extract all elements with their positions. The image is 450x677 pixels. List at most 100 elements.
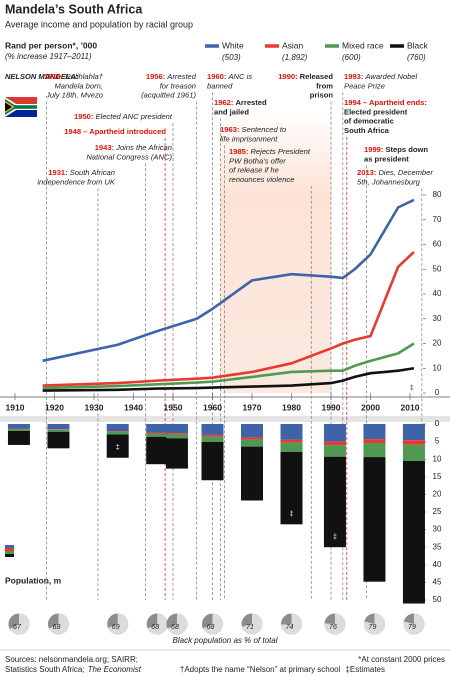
y-tick-label: 45 bbox=[433, 578, 442, 587]
event-text: Peace Prize bbox=[344, 81, 385, 90]
bar-segment bbox=[201, 424, 224, 435]
event-text: (acquitted 1961) bbox=[141, 91, 196, 100]
pie-slice bbox=[48, 613, 69, 635]
y-tick-label: 0 bbox=[435, 388, 440, 397]
event-year: 1931: bbox=[48, 168, 67, 177]
x-tick-label: 1940 bbox=[124, 402, 143, 412]
estimate-marker: ‡ bbox=[333, 534, 337, 541]
pie-slice bbox=[167, 613, 188, 635]
x-tick-label: 1990 bbox=[322, 402, 341, 412]
bar-segment bbox=[363, 424, 386, 440]
source-line: Statistics South Africa; bbox=[5, 665, 85, 674]
pie-slice bbox=[324, 613, 346, 635]
x-tick-label: 1930 bbox=[85, 402, 104, 412]
event-text: renounces violence bbox=[229, 175, 294, 184]
event-year: 1918: bbox=[44, 72, 63, 81]
y-tick-label: 10 bbox=[433, 363, 442, 372]
pie-slice bbox=[363, 613, 385, 635]
pie-slice bbox=[241, 613, 263, 635]
y-tick-label: 60 bbox=[433, 240, 442, 249]
y-tick-label: 50 bbox=[433, 595, 442, 604]
event-text: prison bbox=[310, 91, 334, 100]
bar-segment bbox=[363, 457, 386, 582]
event-text: banned bbox=[207, 81, 233, 90]
event-text: PW Botha’s offer bbox=[229, 156, 286, 165]
event-text: South African bbox=[70, 168, 115, 177]
x-tick-label: 2010 bbox=[401, 402, 420, 412]
event: 2013: Dies, December 5th, Johannesburg bbox=[357, 168, 433, 186]
event: 1985: Rejects President PW Botha’s offer of… bbox=[229, 147, 311, 184]
event-year: 1963: bbox=[220, 125, 239, 134]
event-text: ANC is bbox=[227, 72, 252, 81]
event-year: 1990: bbox=[278, 72, 297, 81]
pie-label: 69 bbox=[112, 624, 120, 631]
pie-slice bbox=[202, 613, 223, 635]
event-text: Awarded Nobel bbox=[364, 72, 417, 81]
y-tick-label: 70 bbox=[433, 215, 442, 224]
bar-segment bbox=[47, 429, 70, 432]
bar-segment bbox=[7, 428, 30, 430]
event: 1990: Released from prison bbox=[278, 72, 333, 100]
bar-segment bbox=[106, 431, 129, 435]
bar-segment bbox=[201, 436, 224, 442]
event-year: 1993: bbox=[344, 72, 363, 81]
bar-segment bbox=[241, 439, 263, 447]
legend-label: Black bbox=[407, 40, 429, 50]
bar-segment bbox=[280, 451, 303, 525]
bar-segment bbox=[165, 438, 188, 469]
event-text: Elected president bbox=[344, 107, 408, 116]
bar-segment bbox=[402, 424, 425, 441]
estimate-marker: ‡ bbox=[290, 511, 294, 518]
event-text: Sentenced to bbox=[241, 125, 286, 134]
bar-segment bbox=[241, 424, 263, 438]
event-year: 1960: bbox=[207, 72, 226, 81]
event-year: 2013: bbox=[357, 168, 376, 177]
bar-segment bbox=[280, 442, 303, 452]
note: *At constant 2000 prices †Adopts the name… bbox=[180, 655, 445, 674]
x-tick-label: 1980 bbox=[282, 402, 301, 412]
axis-subtitle: (% increase 1917–2011) bbox=[5, 52, 92, 61]
bar-segment bbox=[165, 424, 188, 434]
event-text: from bbox=[316, 81, 333, 90]
event-text: 5th, Johannesburg bbox=[357, 177, 421, 186]
pie-label: 76 bbox=[329, 624, 337, 631]
bar-segment bbox=[402, 460, 425, 604]
bar-segment bbox=[47, 431, 70, 449]
bar-segment bbox=[146, 436, 169, 465]
line bbox=[42, 366, 415, 392]
event-text: independence from UK bbox=[37, 177, 116, 186]
pie-slice bbox=[281, 613, 302, 635]
bar-segment bbox=[146, 433, 169, 437]
note-line: †Adopts the name “Nelson” at primary sch… bbox=[180, 665, 341, 674]
y-tick-label: 40 bbox=[433, 560, 442, 569]
bar-segment bbox=[280, 439, 303, 443]
bar-segment bbox=[402, 440, 425, 445]
event-year: 1962: bbox=[214, 98, 233, 107]
event-text: as president bbox=[364, 154, 409, 163]
subtitle: Average income and population by racial … bbox=[5, 19, 193, 29]
event-year: 1985: bbox=[229, 147, 248, 156]
bar-segment bbox=[323, 456, 346, 548]
bar-segment bbox=[201, 441, 224, 481]
bar-segment bbox=[363, 443, 386, 458]
note-line: *At constant 2000 prices bbox=[358, 655, 445, 664]
bar-segment bbox=[323, 445, 346, 457]
prison-shading bbox=[220, 110, 331, 393]
note-line: ‡Estimates bbox=[345, 665, 385, 674]
event: 1948 – Apartheid introduced bbox=[64, 127, 166, 136]
event-year: 1943: bbox=[95, 143, 114, 152]
x-tick-label: 1970 bbox=[243, 402, 262, 412]
source-line: Sources: nelsonmandela.org; SAIRR; bbox=[5, 655, 138, 664]
event: 1993: Awarded Nobel Peace Prize bbox=[344, 72, 418, 90]
y-tick-label: 35 bbox=[433, 542, 442, 551]
source: Sources: nelsonmandela.org; SAIRR; Statis… bbox=[5, 655, 142, 674]
bar-segment bbox=[363, 439, 386, 444]
source-line: The Economist bbox=[88, 665, 142, 674]
event-text: Arrested bbox=[235, 98, 267, 107]
bar-segment bbox=[241, 446, 263, 501]
line bbox=[42, 250, 415, 387]
pie-label: 74 bbox=[286, 624, 294, 631]
legend-label: Asian bbox=[282, 40, 304, 50]
x-tick-label: 2000 bbox=[361, 402, 380, 412]
event-text: Elected ANC president bbox=[95, 112, 172, 121]
